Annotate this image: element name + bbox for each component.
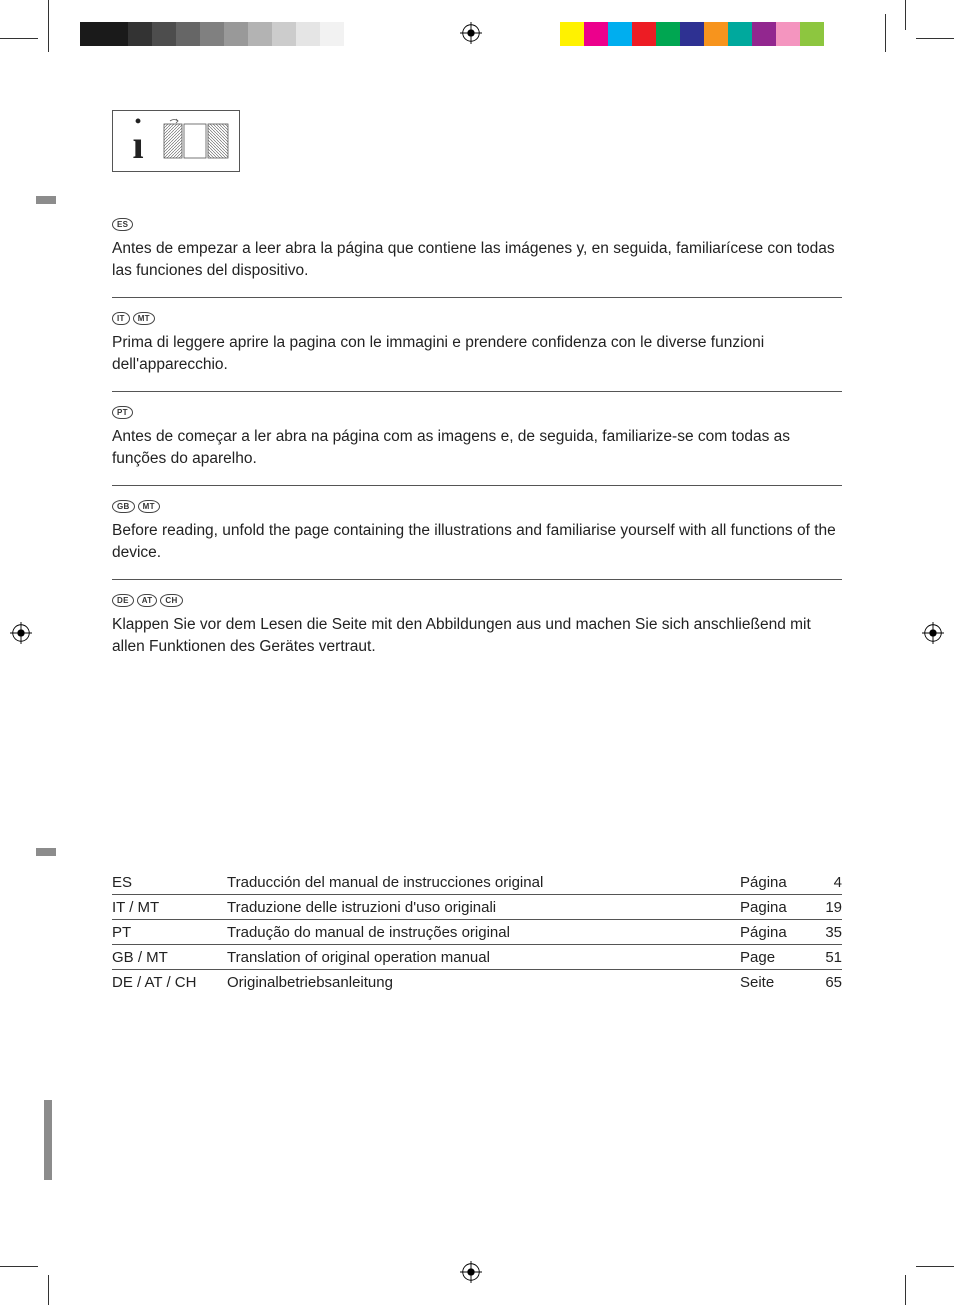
language-notice-text: Before reading, unfold the page containi… — [112, 520, 842, 565]
toc-page-label: Página — [740, 924, 810, 941]
color-calibration-strip — [560, 22, 848, 46]
swatch — [176, 22, 200, 46]
swatch — [248, 22, 272, 46]
toc-page-number: 65 — [810, 974, 842, 991]
swatch — [320, 22, 344, 46]
grey-calibration-strip — [80, 22, 368, 46]
toc-lang: IT / MT — [112, 899, 227, 916]
language-block: PT Antes de começar a ler abra na página … — [112, 391, 842, 471]
toc-row: ESTraducción del manual de instrucciones… — [112, 870, 842, 895]
swatch — [824, 22, 848, 46]
swatch — [128, 22, 152, 46]
toc-title: Tradução do manual de instruções origina… — [227, 924, 740, 941]
country-badge: ES — [112, 218, 133, 231]
crop-mark — [916, 1266, 954, 1267]
country-badges: ITMT — [112, 308, 842, 326]
language-block: DEATCH Klappen Sie vor dem Lesen die Seit… — [112, 579, 842, 659]
toc-row: PTTradução do manual de instruções origi… — [112, 920, 842, 945]
swatch — [728, 22, 752, 46]
toc-page-number: 51 — [810, 949, 842, 966]
country-badge: DE — [112, 594, 134, 607]
toc-page-label: Seite — [740, 974, 810, 991]
registration-mark-icon — [922, 622, 944, 644]
toc-page-number: 19 — [810, 899, 842, 916]
language-notice-text: Antes de empezar a leer abra la página q… — [112, 238, 842, 283]
page: •ı ES Antes de empezar a leer abra la pág… — [0, 0, 954, 1305]
registration-mark-icon — [460, 22, 482, 44]
crop-mark — [905, 0, 906, 30]
language-notice-list: ES Antes de empezar a leer abra la página… — [112, 214, 842, 659]
swatch — [776, 22, 800, 46]
toc-lang: DE / AT / CH — [112, 974, 227, 991]
country-badges: ES — [112, 214, 842, 232]
toc-row: IT / MTTraduzione delle istruzioni d'uso… — [112, 895, 842, 920]
swatch — [752, 22, 776, 46]
swatch — [680, 22, 704, 46]
registration-mark-icon — [460, 1261, 482, 1283]
crop-mark — [885, 14, 886, 52]
toc-lang: GB / MT — [112, 949, 227, 966]
language-block: ES Antes de empezar a leer abra la página… — [112, 214, 842, 283]
toc-page-number: 4 — [810, 874, 842, 891]
swatch — [344, 22, 368, 46]
language-notice-text: Antes de começar a ler abra na página co… — [112, 426, 842, 471]
swatch — [152, 22, 176, 46]
registration-mark-icon — [10, 622, 32, 644]
toc-page-label: Pagina — [740, 899, 810, 916]
swatch — [656, 22, 680, 46]
country-badges: PT — [112, 402, 842, 420]
toc-page-label: Página — [740, 874, 810, 891]
swatch — [224, 22, 248, 46]
toc-title: Traduzione delle istruzioni d'uso origin… — [227, 899, 740, 916]
content-area: •ı ES Antes de empezar a leer abra la pág… — [112, 110, 842, 673]
language-notice-text: Klappen Sie vor dem Lesen die Seite mit … — [112, 614, 842, 659]
crop-mark — [905, 1275, 906, 1305]
country-badge: GB — [112, 500, 135, 513]
country-badge: PT — [112, 406, 133, 419]
swatch — [200, 22, 224, 46]
side-tab — [44, 1100, 52, 1180]
swatch — [632, 22, 656, 46]
swatch — [800, 22, 824, 46]
country-badges: DEATCH — [112, 590, 842, 608]
swatch — [704, 22, 728, 46]
crop-mark — [0, 1266, 38, 1267]
toc-title: Traducción del manual de instrucciones o… — [227, 874, 740, 891]
toc-page-label: Page — [740, 949, 810, 966]
toc-title: Translation of original operation manual — [227, 949, 740, 966]
swatch — [272, 22, 296, 46]
toc-row: GB / MTTranslation of original operation… — [112, 945, 842, 970]
swatch — [584, 22, 608, 46]
country-badge: AT — [137, 594, 158, 607]
toc-table: ESTraducción del manual de instrucciones… — [112, 870, 842, 994]
language-notice-text: Prima di leggere aprire la pagina con le… — [112, 332, 842, 377]
side-tab — [36, 848, 56, 856]
crop-mark — [0, 38, 38, 39]
crop-mark — [48, 14, 49, 52]
side-tab — [36, 196, 56, 204]
swatch — [104, 22, 128, 46]
country-badge: MT — [138, 500, 160, 513]
toc-row: DE / AT / CHOriginalbetriebsanleitungSei… — [112, 970, 842, 994]
swatch — [296, 22, 320, 46]
swatch — [608, 22, 632, 46]
toc-page-number: 35 — [810, 924, 842, 941]
country-badges: GBMT — [112, 496, 842, 514]
swatch — [560, 22, 584, 46]
toc-title: Originalbetriebsanleitung — [227, 974, 740, 991]
swatch — [80, 22, 104, 46]
language-block: GBMT Before reading, unfold the page cont… — [112, 485, 842, 565]
foldout-page-icon — [162, 118, 232, 164]
crop-mark — [48, 1275, 49, 1305]
language-block: ITMT Prima di leggere aprire la pagina co… — [112, 297, 842, 377]
crop-mark — [916, 38, 954, 39]
country-badge: MT — [133, 312, 155, 325]
toc-lang: ES — [112, 874, 227, 891]
country-badge: CH — [160, 594, 182, 607]
toc-lang: PT — [112, 924, 227, 941]
info-i-icon: •ı — [120, 117, 156, 165]
info-foldout-icon: •ı — [112, 110, 240, 172]
country-badge: IT — [112, 312, 130, 325]
